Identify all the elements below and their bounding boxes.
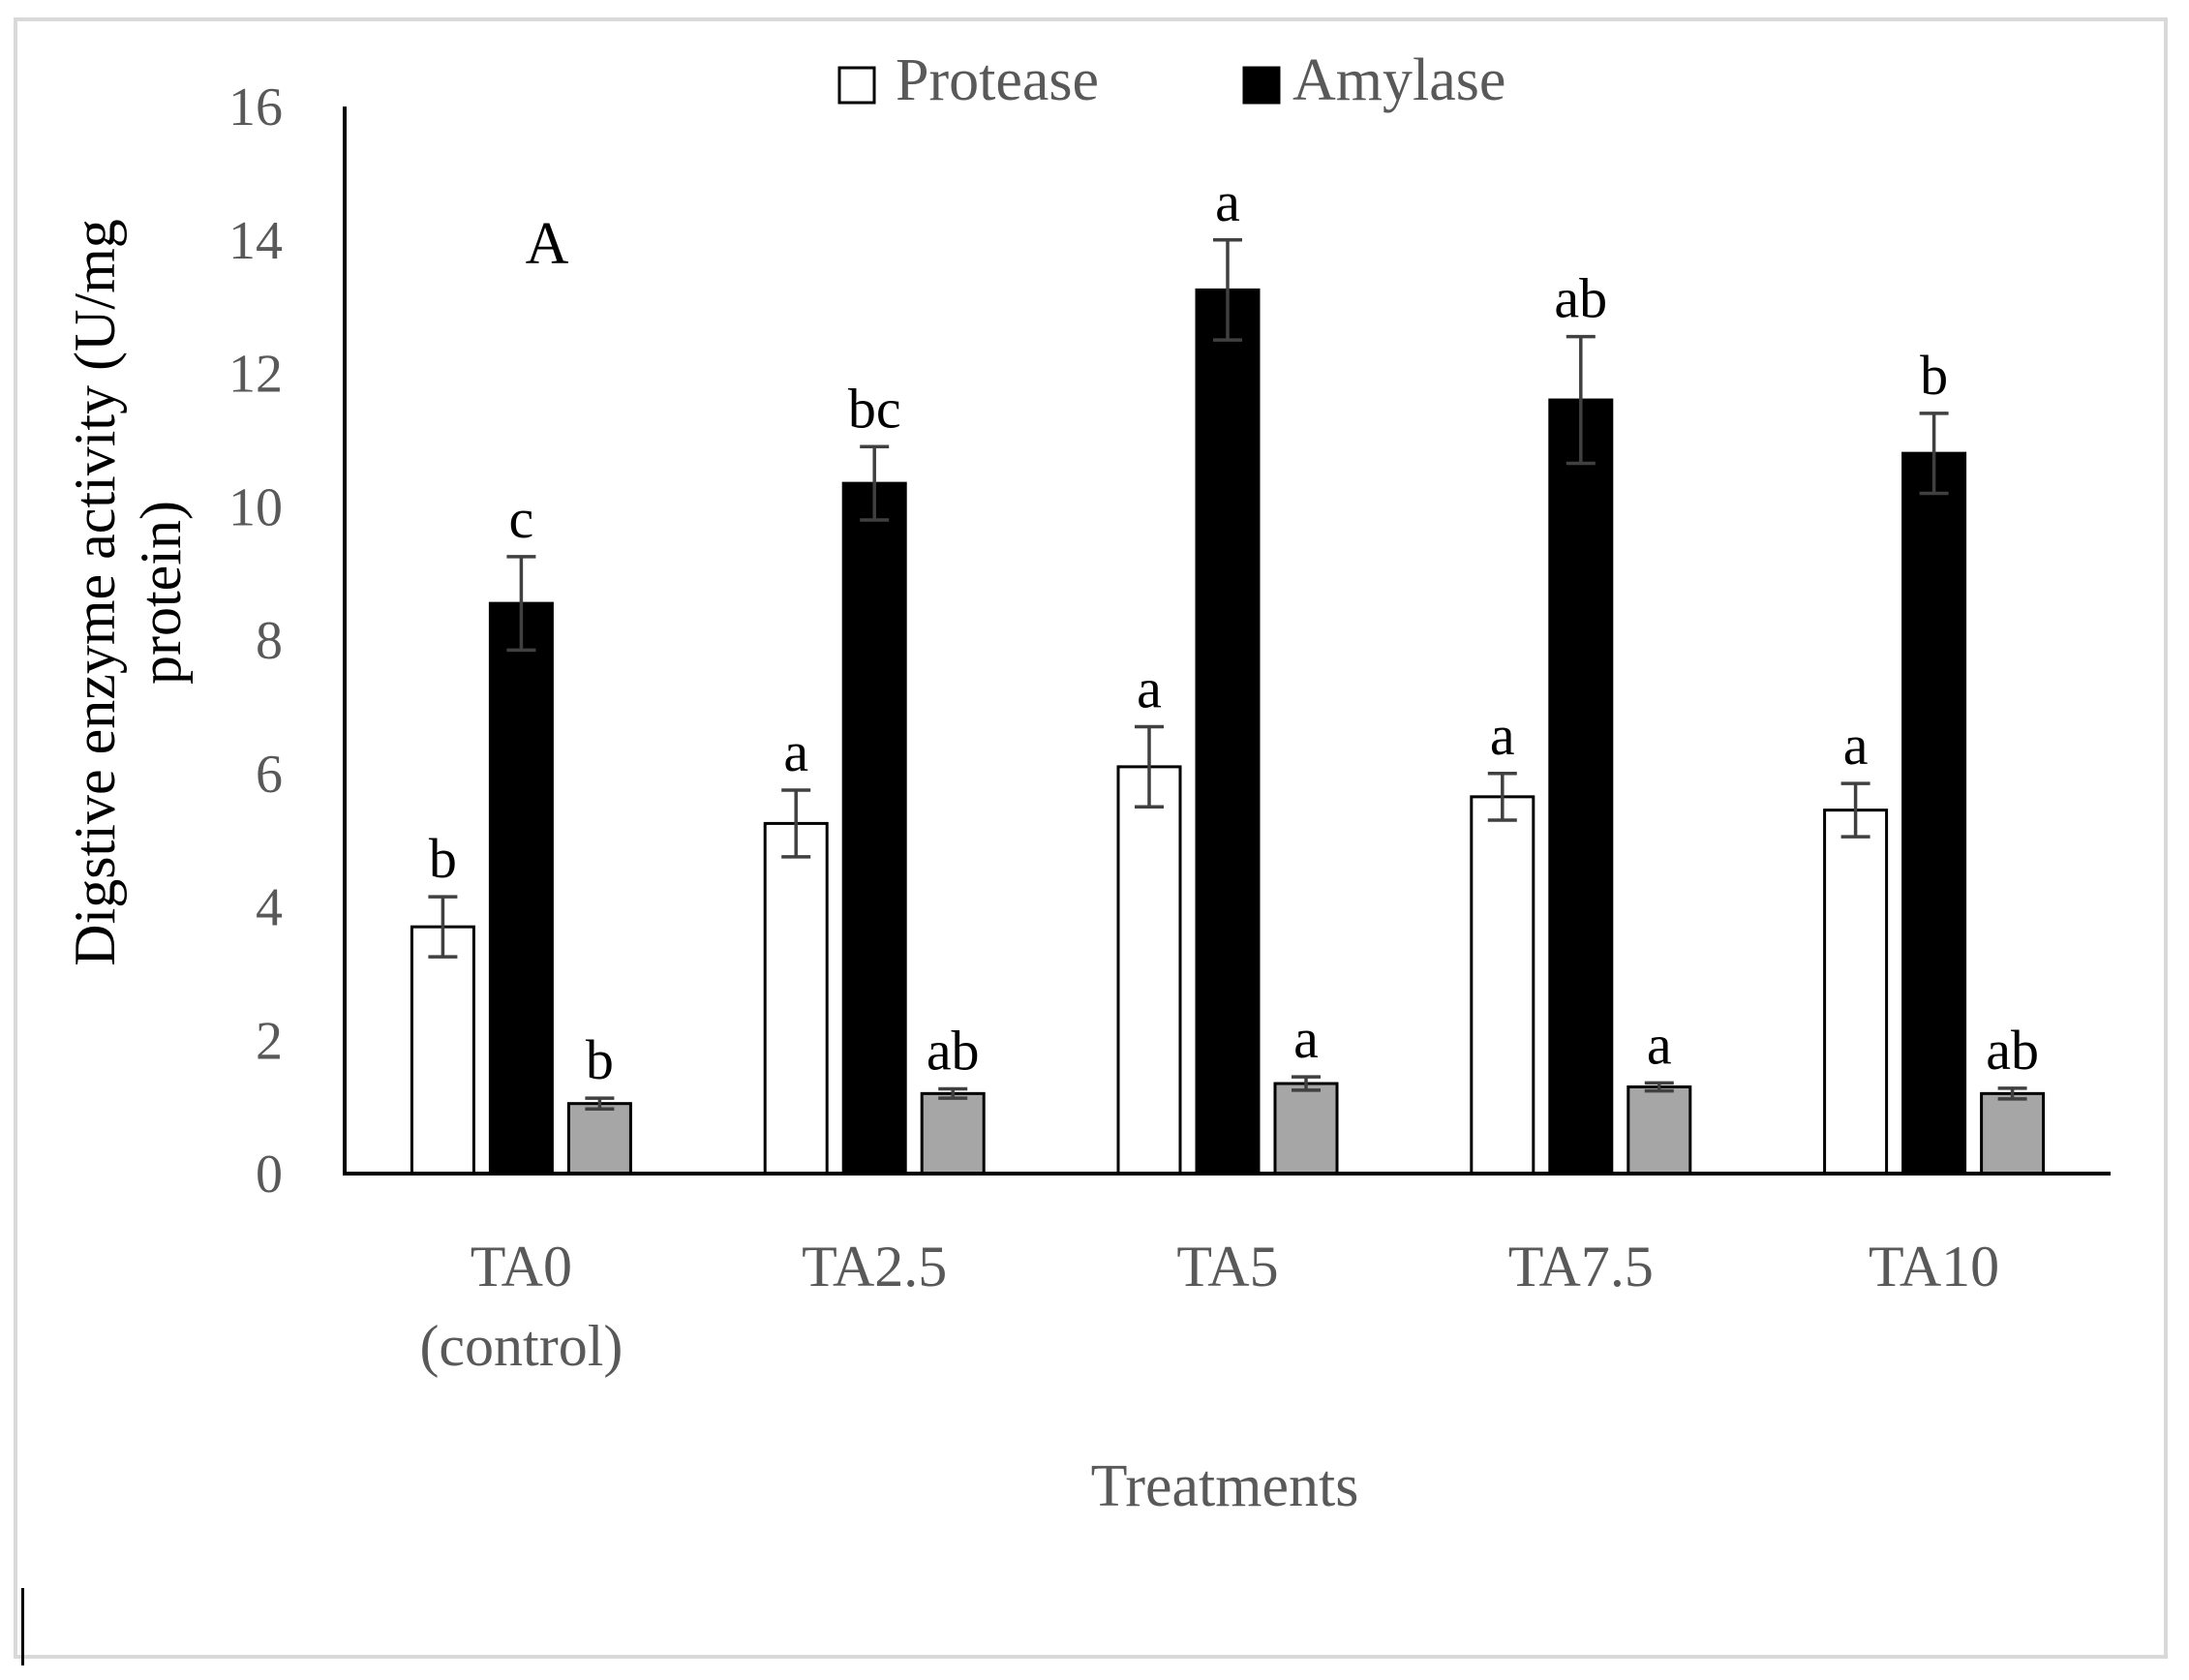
legend-swatch-amylase (1242, 66, 1281, 105)
significance-letter: a (1647, 1013, 1672, 1076)
bar (763, 821, 829, 1176)
bar (1823, 809, 1889, 1176)
x-tick-label: TA0 (471, 1235, 572, 1298)
y-tick-label: 10 (228, 477, 283, 537)
y-tick-label: 6 (256, 745, 283, 805)
figure-frame (14, 17, 2168, 1659)
legend: Protease Amylase (837, 47, 1505, 113)
significance-letter: c (509, 487, 534, 550)
significance-letter: ab (1986, 1019, 2039, 1082)
legend-label-protease: Protease (896, 47, 1099, 113)
x-tick-label: TA7.5 (1508, 1235, 1654, 1298)
legend-label-amylase: Amylase (1292, 47, 1505, 113)
bar (1548, 398, 1614, 1176)
x-tick-label-line2: (control) (419, 1314, 623, 1378)
significance-letter: ab (927, 1020, 980, 1083)
margin-mark (21, 1588, 24, 1665)
y-tick-label: 16 (228, 77, 283, 137)
significance-letter: ab (1554, 267, 1607, 330)
panel-label: A (526, 211, 569, 277)
bar (1273, 1082, 1339, 1176)
y-tick-label: 8 (256, 611, 283, 671)
bar (1901, 451, 1967, 1176)
x-axis-title: Treatments (1091, 1453, 1359, 1519)
x-tick-label: TA10 (1869, 1235, 1999, 1298)
y-axis-title-line2: protein) (129, 501, 193, 685)
bar (920, 1091, 986, 1176)
bar (410, 925, 475, 1176)
y-tick-label: 0 (256, 1145, 283, 1205)
y-tick-label: 4 (256, 878, 283, 938)
y-axis-title: Digstive enzyme activity (U/mg protein) (63, 219, 193, 965)
significance-letter: b (586, 1028, 614, 1091)
bar (1980, 1091, 2046, 1176)
x-tick-label: TA5 (1176, 1235, 1278, 1298)
y-tick-label: 12 (228, 345, 283, 405)
significance-letter: a (1293, 1007, 1319, 1070)
y-tick-label: 14 (228, 211, 283, 271)
significance-letter: b (429, 827, 457, 890)
x-tick-label: TA2.5 (802, 1235, 947, 1298)
significance-letter: a (1490, 704, 1515, 767)
bar (1195, 288, 1261, 1176)
significance-letter: a (1137, 657, 1162, 720)
y-axis-title-line1: Digstive enzyme activity (U/mg (63, 219, 127, 965)
y-tick-label: 2 (256, 1011, 283, 1071)
bar (566, 1102, 632, 1176)
significance-letter: a (1843, 714, 1869, 777)
legend-swatch-protease (837, 66, 876, 105)
significance-letter: b (1920, 344, 1948, 407)
significance-letter: bc (848, 377, 901, 440)
bar (841, 481, 907, 1176)
bar (1116, 765, 1182, 1176)
bar (1470, 795, 1535, 1176)
bar (1627, 1084, 1692, 1176)
significance-letter: a (1215, 170, 1240, 233)
bar (488, 601, 554, 1176)
significance-letter: a (783, 720, 808, 783)
